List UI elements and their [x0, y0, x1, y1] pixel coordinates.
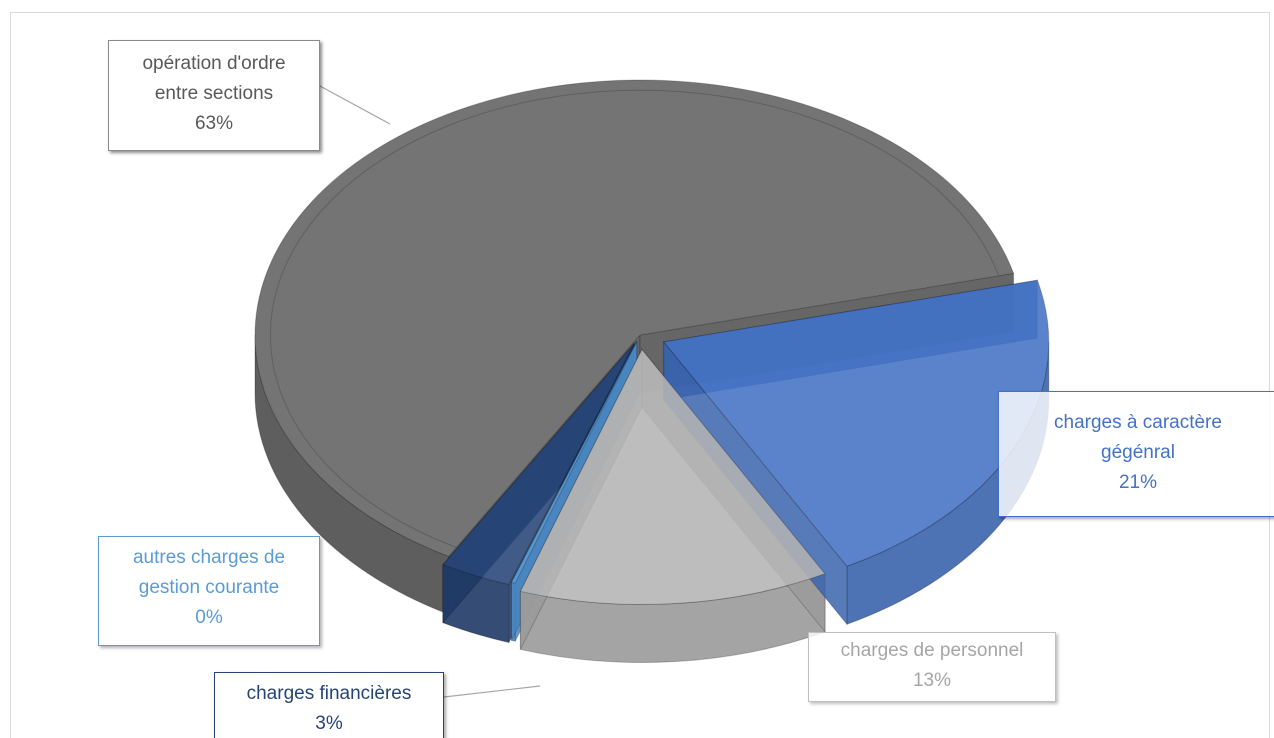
data-label-autres-charges: autres charges de gestion courante 0%: [98, 536, 320, 646]
label-text: autres charges de: [132, 547, 286, 568]
chart-area-border: [10, 12, 1270, 738]
label-text: charges à caractère: [1054, 412, 1222, 433]
label-percent: 3%: [315, 713, 343, 734]
data-label-charges-financieres: charges financières 3%: [214, 672, 444, 738]
label-text: charges financières: [246, 683, 412, 704]
slice-autres-charges: [510, 341, 638, 584]
label-text: gestion courante: [138, 577, 280, 598]
slice-operation-ordre: [254, 79, 1015, 557]
slice-charges-financieres: [442, 343, 635, 586]
label-percent: 21%: [1118, 472, 1158, 493]
data-label-charges-caractere: charges à caractère gégénral 21%: [998, 391, 1274, 517]
label-percent: 0%: [195, 607, 223, 628]
label-text: gégénral: [1101, 442, 1175, 463]
leader-line-operation: [319, 85, 391, 125]
data-label-operation-ordre: opération d'ordre entre sections 63%: [108, 40, 320, 151]
label-text: opération d'ordre: [142, 53, 286, 74]
label-percent: 63%: [194, 113, 234, 134]
label-text: charges de personnel: [840, 640, 1024, 661]
data-label-charges-personnel: charges de personnel 13%: [808, 632, 1056, 702]
label-percent: 13%: [912, 670, 952, 691]
slice-rim-highlight: [269, 89, 1000, 548]
label-text: entre sections: [154, 83, 274, 104]
slice-charges-personnel: [519, 348, 826, 605]
leader-line-financieres: [443, 685, 541, 698]
